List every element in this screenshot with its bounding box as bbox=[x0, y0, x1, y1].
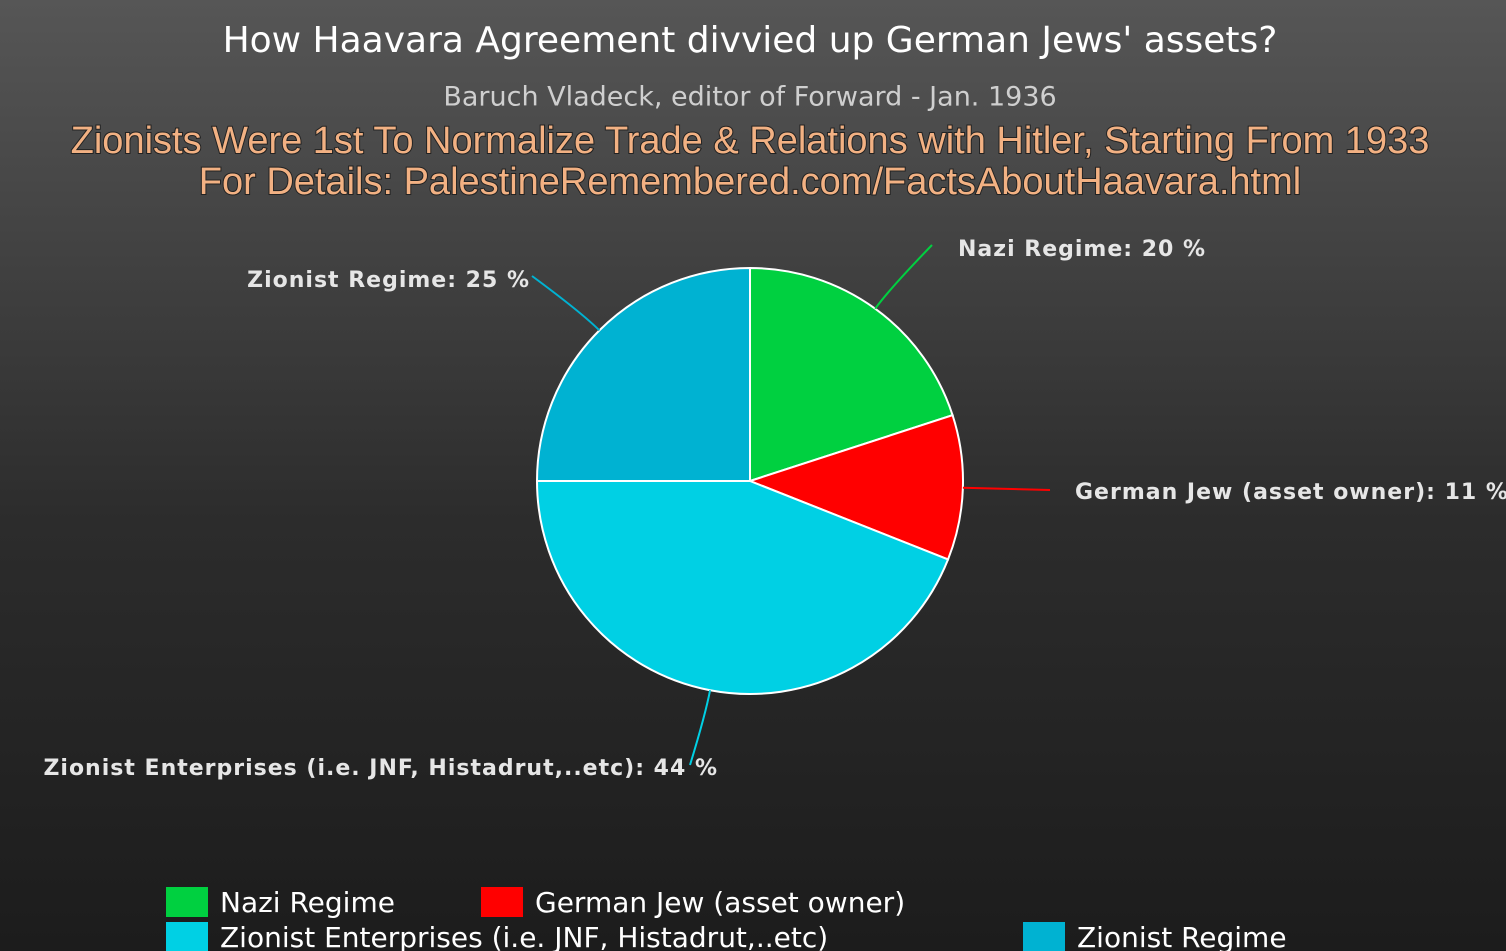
legend-label: Nazi Regime bbox=[220, 886, 395, 919]
legend-label: Zionist Enterprises (i.e. JNF, Histadrut… bbox=[220, 921, 828, 951]
legend-swatch bbox=[1023, 922, 1065, 951]
chart-title: How Haavara Agreement divvied up German … bbox=[223, 20, 1278, 61]
legend-swatch bbox=[166, 887, 208, 917]
slice-label: Zionist Enterprises (i.e. JNF, Histadrut… bbox=[43, 756, 718, 781]
leader-line bbox=[531, 275, 601, 332]
annotation: For Details: PalestineRemembered.com/Fac… bbox=[199, 161, 1301, 203]
legend-swatch bbox=[481, 887, 523, 917]
legend-label: German Jew (asset owner) bbox=[535, 886, 905, 919]
slice-label: Zionist Regime: 25 % bbox=[247, 268, 530, 293]
annotation: Zionists Were 1st To Normalize Trade & R… bbox=[71, 120, 1430, 162]
leader-line bbox=[689, 690, 712, 766]
legend-swatch bbox=[166, 922, 208, 951]
legend-label: Zionist Regime bbox=[1077, 921, 1287, 951]
pie-slice bbox=[749, 266, 954, 483]
pie-slice bbox=[535, 480, 950, 695]
slice-label: German Jew (asset owner): 11 % bbox=[1075, 480, 1506, 505]
pie-slice bbox=[535, 266, 751, 482]
leader-line bbox=[874, 244, 933, 310]
chart-subtitle: Baruch Vladeck, editor of Forward - Jan.… bbox=[443, 82, 1056, 113]
slice-label: Nazi Regime: 20 % bbox=[958, 237, 1206, 262]
pie-slice bbox=[747, 413, 964, 561]
leader-line bbox=[962, 486, 1051, 491]
